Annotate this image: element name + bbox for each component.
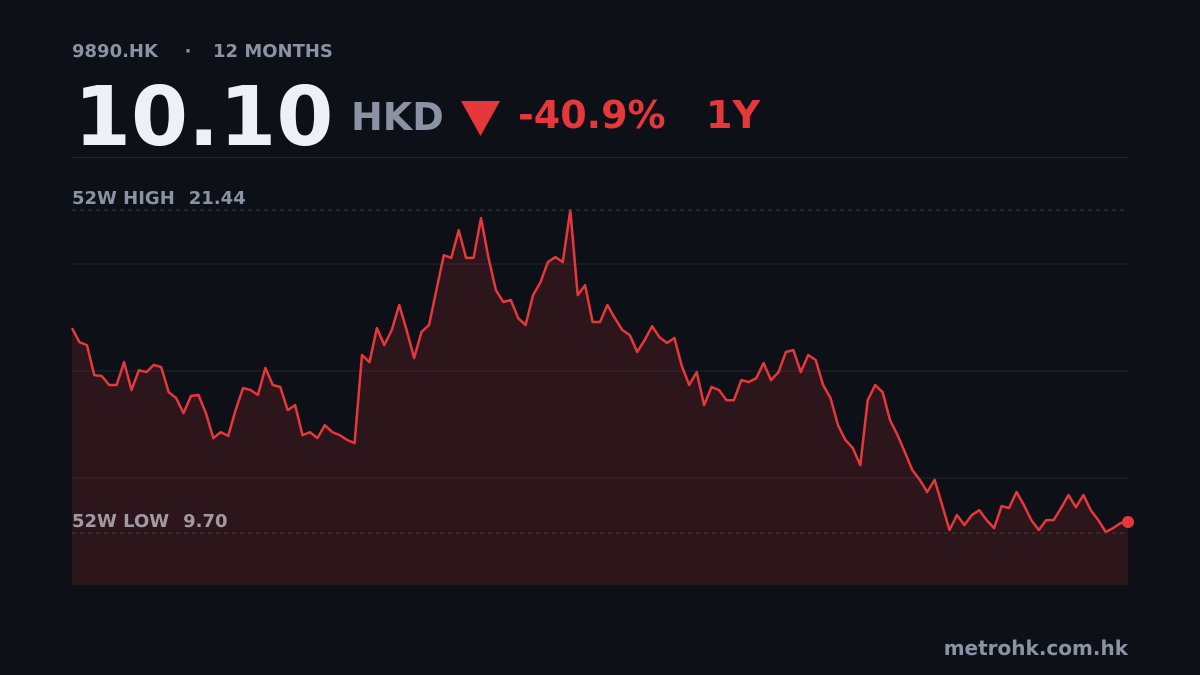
change: -40.9%: [518, 93, 666, 137]
currency: HKD: [351, 95, 444, 139]
reference-label: 52W HIGH 21.44: [72, 188, 246, 209]
price-line: [70, 208, 1129, 534]
reference-name: 52W HIGH: [72, 188, 175, 209]
footer: metrohk.com.hk: [944, 636, 1129, 660]
reference-name: 52W LOW: [72, 511, 169, 532]
last-point: [1122, 516, 1134, 529]
area: [72, 210, 1128, 585]
range: 1Y: [706, 93, 760, 137]
down-arrow: [461, 101, 500, 136]
separator: ·: [185, 41, 192, 62]
reference-value: 9.70: [183, 511, 227, 532]
period: 12 MONTHS: [213, 41, 333, 62]
reference-label: 52W LOW 9.70: [72, 511, 228, 532]
price: 10.10: [74, 70, 333, 165]
plot: 52W HIGH 21.44 52W LOW 9.70: [70, 188, 1134, 585]
reference-value: 21.44: [189, 188, 246, 209]
ticker: 9890.HK: [72, 41, 159, 62]
